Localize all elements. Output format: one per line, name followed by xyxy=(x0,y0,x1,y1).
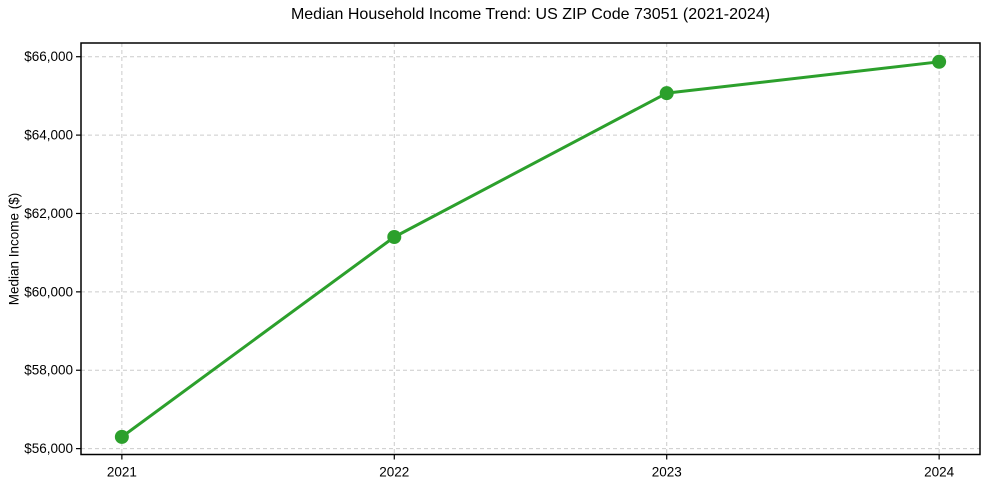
y-tick-label: $62,000 xyxy=(24,206,73,221)
y-tick-label: $56,000 xyxy=(24,441,73,456)
plot-frame xyxy=(80,42,981,456)
x-tick-label: 2021 xyxy=(107,465,137,480)
x-tick-label: 2023 xyxy=(652,465,682,480)
y-tick-label: $64,000 xyxy=(24,128,73,143)
x-tick-label: 2022 xyxy=(379,465,409,480)
data-point-2021 xyxy=(114,429,129,444)
y-tick-label: $58,000 xyxy=(24,363,73,378)
y-tick-label: $60,000 xyxy=(24,284,73,299)
chart-title: Median Household Income Trend: US ZIP Co… xyxy=(290,6,771,23)
data-point-2024 xyxy=(932,54,947,69)
y-tick-label: $66,000 xyxy=(24,49,73,64)
x-tick-label: 2024 xyxy=(924,465,955,480)
data-point-2022 xyxy=(387,229,402,244)
trend-line xyxy=(120,60,941,439)
data-point-2023 xyxy=(659,86,674,101)
